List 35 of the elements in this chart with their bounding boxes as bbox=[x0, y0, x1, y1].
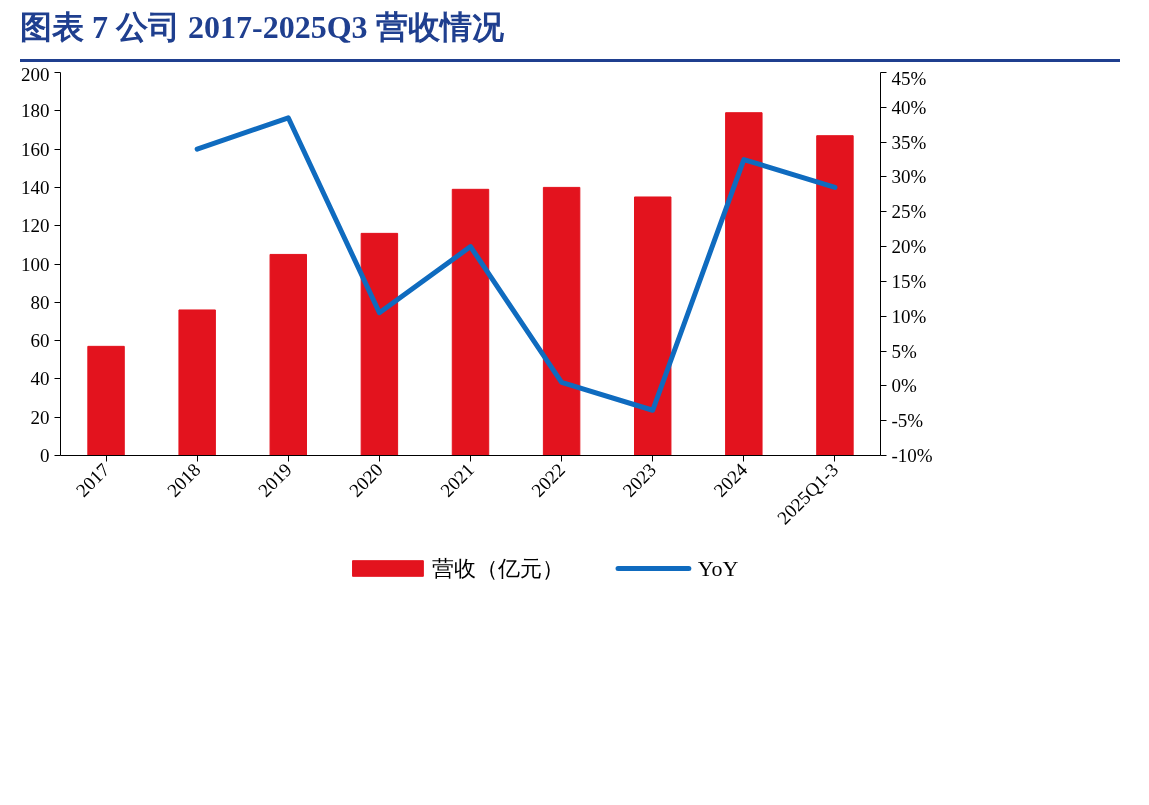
y-tick-label: 0 bbox=[40, 444, 50, 466]
bar bbox=[634, 196, 672, 456]
y2-tick-label: -5% bbox=[891, 409, 924, 431]
legend-label: 营收（亿元） bbox=[432, 555, 565, 581]
y2-tick-label: 20% bbox=[891, 235, 927, 257]
bar bbox=[542, 186, 581, 456]
bar bbox=[725, 111, 763, 456]
bar bbox=[87, 345, 125, 456]
y-tick-label: 120 bbox=[21, 214, 50, 236]
y-tick-label: 180 bbox=[21, 100, 50, 121]
y-tick-label: 100 bbox=[21, 253, 50, 275]
y2-tick-label: 15% bbox=[891, 270, 927, 292]
y2-tick-label: 5% bbox=[891, 340, 917, 362]
y2-tick-label: 25% bbox=[891, 200, 927, 222]
y2-tick-label: -10% bbox=[891, 444, 933, 466]
y2-tick-label: 40% bbox=[891, 96, 927, 118]
y-tick-label: 80 bbox=[30, 291, 50, 313]
y-tick-label: 60 bbox=[30, 329, 50, 351]
y2-tick-label: 0% bbox=[891, 375, 917, 397]
y-tick-label: 140 bbox=[21, 176, 50, 198]
y-tick-label: 160 bbox=[21, 138, 50, 160]
y-tick-label: 20 bbox=[30, 406, 50, 428]
chart-title: 图表 7 公司 2017-2025Q3 营收情况 bbox=[20, 8, 504, 47]
legend-label: YoY bbox=[697, 555, 739, 581]
y2-tick-label: 35% bbox=[891, 131, 927, 153]
bar bbox=[451, 188, 490, 456]
y2-tick-label: 30% bbox=[891, 166, 927, 188]
y2-tick-label: 45% bbox=[891, 67, 927, 89]
bar bbox=[360, 232, 399, 456]
y-tick-label: 40 bbox=[30, 368, 50, 390]
bar bbox=[816, 134, 854, 456]
y-tick-label: 200 bbox=[21, 63, 50, 85]
bar bbox=[269, 253, 307, 456]
y2-tick-label: 10% bbox=[891, 305, 927, 327]
bar bbox=[178, 309, 216, 456]
